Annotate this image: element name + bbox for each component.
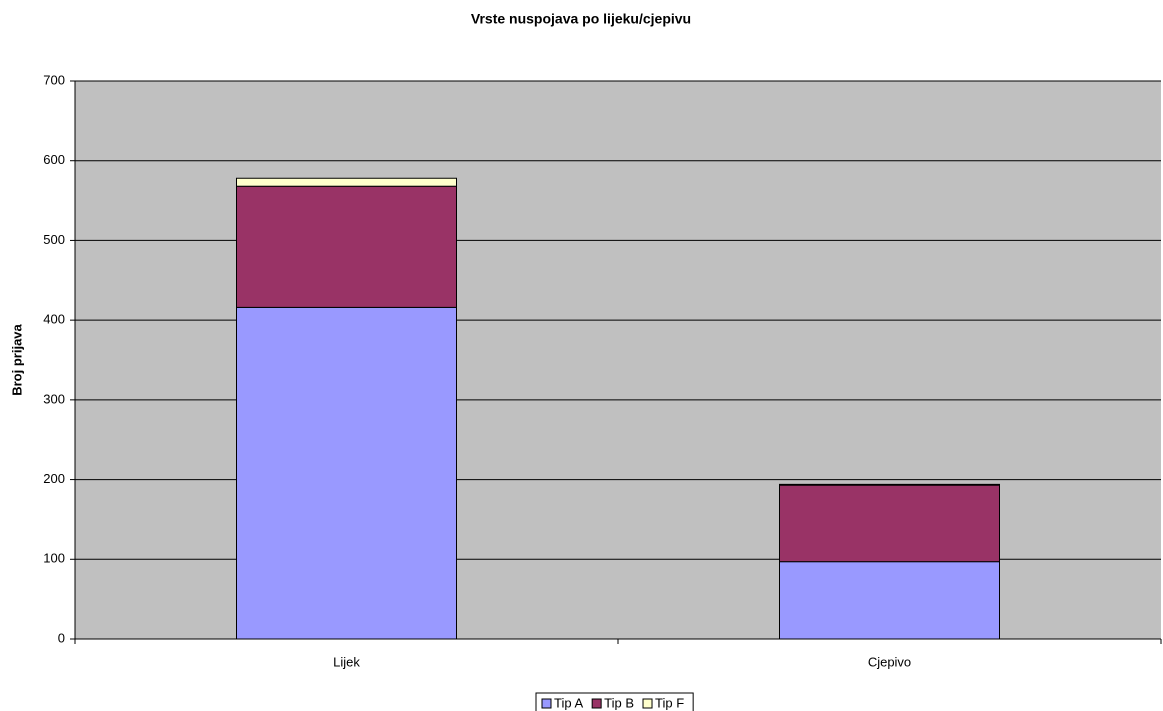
y-tick-label: 200 — [43, 471, 65, 486]
y-tick-label: 500 — [43, 232, 65, 247]
bar-segment — [236, 185, 457, 308]
legend-swatch — [541, 698, 552, 709]
y-tick-label: 600 — [43, 152, 65, 167]
y-axis-title: Broj prijava — [9, 323, 24, 395]
legend-label: Tip F — [655, 695, 684, 710]
legend: Tip A Tip B Tip F — [535, 692, 694, 711]
bar-segment — [236, 177, 457, 187]
legend-swatch — [591, 698, 602, 709]
chart-title: Vrste nuspojava po lijeku/cjepivu — [471, 11, 691, 27]
legend-swatch — [642, 698, 653, 709]
y-tick-label: 100 — [43, 551, 65, 566]
bar-segment — [779, 561, 1000, 640]
legend-label: Tip B — [604, 695, 634, 710]
x-tick-label: Lijek — [333, 654, 360, 669]
legend-box — [535, 692, 694, 711]
y-tick-label: 300 — [43, 391, 65, 406]
y-tick-label: 400 — [43, 312, 65, 327]
y-tick-label: 0 — [58, 630, 65, 645]
x-tick-label: Cjepivo — [868, 654, 911, 669]
bar-segment — [236, 306, 457, 640]
bar-segment — [779, 483, 1000, 486]
bar-segment — [779, 484, 1000, 563]
legend-label: Tip A — [554, 695, 583, 710]
y-tick-label: 700 — [43, 72, 65, 87]
